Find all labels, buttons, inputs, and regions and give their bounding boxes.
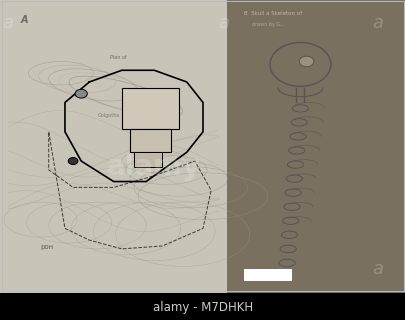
Circle shape (68, 157, 78, 164)
Text: drawn by G...: drawn by G... (251, 22, 284, 27)
Text: a: a (371, 14, 382, 32)
Text: alamy: alamy (107, 153, 201, 181)
Bar (243, 269, 292, 281)
Text: Golgotha: Golgotha (97, 113, 119, 118)
Text: B  Skull a Skeleton of: B Skull a Skeleton of (243, 11, 301, 16)
Text: A: A (20, 15, 28, 25)
Text: a: a (2, 14, 14, 32)
Bar (130, 129, 170, 152)
Bar (122, 88, 178, 129)
Text: a: a (371, 260, 382, 278)
Bar (134, 152, 162, 167)
Text: a: a (217, 14, 228, 32)
Text: pон: pон (40, 244, 53, 250)
Bar (227, 0, 405, 293)
Circle shape (298, 56, 313, 67)
Bar (0, 0, 227, 293)
Text: Plan of: Plan of (109, 54, 126, 60)
Text: alamy - M7DHKH: alamy - M7DHKH (153, 301, 252, 314)
Circle shape (75, 89, 87, 98)
